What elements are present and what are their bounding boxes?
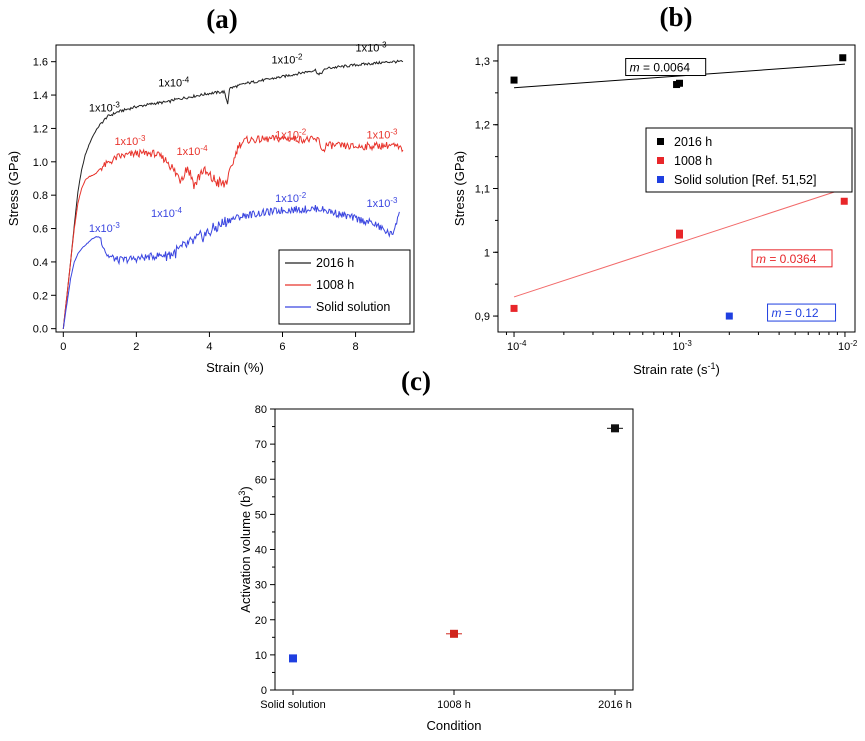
x-tick-label: 2016 h: [598, 699, 632, 711]
y-tick-label: 0.4: [33, 257, 48, 269]
x-tick-label: 10-4: [507, 339, 527, 354]
legend-label: Solid solution [Ref. 51,52]: [674, 173, 816, 187]
y-tick-label: 60: [255, 474, 267, 486]
y-tick-label: 80: [255, 404, 267, 416]
data-point: [675, 79, 683, 87]
chart-a: 0 2 4 6 8 0.0 0.2 0.4 0.6 0.8 1.0 1.2 1.4 1.6 Strain (…: [6, 40, 415, 375]
y-tick-label: 40: [255, 545, 267, 557]
x-tick-label: 8: [352, 341, 358, 353]
data-point: [450, 629, 458, 638]
y-tick-label: 20: [255, 615, 267, 627]
y-tick-label: 0.2: [33, 290, 48, 302]
x-tick-label: 1008 h: [437, 699, 471, 711]
slope-label: m = 0.0364: [756, 252, 817, 266]
data-point: [510, 76, 518, 84]
data-point: [289, 654, 297, 663]
strain-rate-annotation: 1x10-4: [158, 75, 190, 90]
legend-label: 1008 h: [674, 154, 712, 168]
data-point: [611, 424, 619, 433]
plot-frame: [55, 44, 415, 333]
data-point: [675, 229, 683, 237]
data-point: [725, 312, 733, 320]
y-tick-label: 70: [255, 439, 267, 451]
legend-label: Solid solution: [316, 300, 390, 314]
x-axis-title: Strain (%): [206, 360, 264, 375]
legend-box: [278, 249, 411, 325]
legend-label: 2016 h: [674, 135, 712, 149]
y-tick-label: 10: [255, 650, 267, 662]
legend-label: 2016 h: [316, 256, 354, 270]
strain-rate-annotation: 1x10-3: [114, 134, 146, 149]
slope-label: m = 0.12: [772, 306, 819, 320]
data-point: [839, 54, 847, 62]
x-tick-label: 10-3: [672, 339, 692, 354]
y-tick-label: 0.0: [33, 324, 48, 336]
y-tick-label: 0.8: [33, 190, 48, 202]
legend-swatch: [657, 138, 664, 145]
strain-rate-annotation: 1x10-3: [367, 127, 399, 142]
strain-rate-annotation: 1x10-4: [151, 205, 183, 220]
y-tick-label: 1.4: [33, 90, 48, 102]
y-tick-label: 1.2: [33, 123, 48, 135]
panel-a-label: (a): [206, 4, 237, 34]
x-tick-label: Solid solution: [260, 699, 325, 711]
y-axis-title: Activation volume (b3): [237, 486, 253, 612]
legend-swatch: [657, 176, 664, 183]
y-tick-label: 1.6: [33, 57, 48, 69]
x-tick-label: 2: [133, 341, 139, 353]
slope-label-box: [767, 303, 837, 322]
chart-b: 10-4 10-3 10-2 0,9 1 1,1 1,2 1,3 Strain rate (s-…: [452, 44, 858, 377]
strain-rate-annotation: 1x10-3: [89, 100, 121, 115]
panel-b-label: (b): [660, 2, 693, 32]
x-tick-label: 4: [206, 341, 212, 353]
data-point: [510, 304, 518, 312]
y-tick-label: 0: [261, 685, 267, 697]
x-tick-label: 6: [279, 341, 285, 353]
legend-swatch: [657, 157, 664, 164]
y-tick-label: 1,3: [475, 56, 490, 68]
y-tick-label: 30: [255, 580, 267, 592]
legend-label: 1008 h: [316, 278, 354, 292]
strain-rate-annotation: 1x10-2: [275, 190, 307, 205]
y-tick-label: 0,9: [475, 311, 490, 323]
fit-line: [513, 188, 846, 298]
strain-rate-annotation: 1x10-3: [367, 195, 399, 210]
y-tick-label: 50: [255, 509, 267, 521]
strain-rate-annotation: 1x10-3: [356, 40, 388, 55]
y-tick-label: 1: [484, 247, 490, 259]
plot-frame: [274, 408, 634, 691]
y-axis-title: Stress (GPa): [6, 151, 21, 226]
x-tick-label: 10-2: [838, 339, 858, 354]
slope-label-box: [625, 58, 707, 77]
y-axis-title: Stress (GPa): [452, 151, 467, 226]
panel-c-label: (c): [401, 366, 431, 396]
strain-rate-annotation: 1x10-3: [89, 220, 121, 235]
x-axis-title: Strain rate (s-1): [633, 361, 720, 377]
y-tick-label: 1,2: [475, 120, 490, 132]
series-line: [62, 59, 404, 329]
strain-rate-annotation: 1x10-2: [275, 127, 307, 142]
y-tick-label: 1,1: [475, 184, 490, 196]
chart-c: Solid solution 1008 h 2016 h 0 10 20 30 40 50 60 7…: [237, 404, 634, 733]
strain-rate-annotation: 1x10-2: [272, 52, 304, 67]
legend-box: [645, 127, 853, 193]
series-line: [62, 205, 400, 329]
y-tick-label: 0.6: [33, 224, 48, 236]
data-point: [840, 197, 848, 205]
x-tick-label: 0: [60, 341, 66, 353]
y-tick-label: 1.0: [33, 157, 48, 169]
series-line: [62, 134, 404, 330]
slope-label: m = 0.0064: [630, 61, 691, 75]
strain-rate-annotation: 1x10-4: [177, 144, 209, 159]
slope-label-box: [751, 249, 833, 268]
x-axis-title: Condition: [427, 718, 482, 733]
